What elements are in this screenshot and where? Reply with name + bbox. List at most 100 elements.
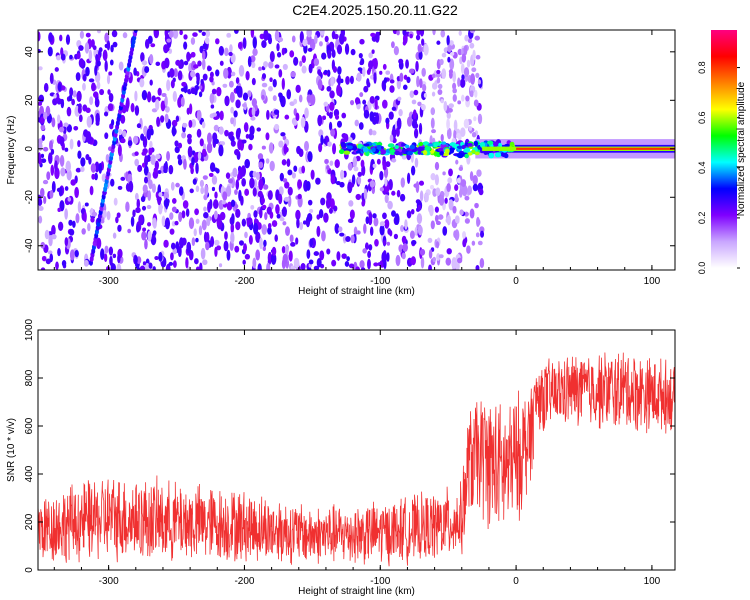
heatmap-cell (194, 208, 199, 216)
heatmap-cell (212, 199, 219, 210)
heatmap-cell (149, 140, 153, 149)
heatmap-cell (373, 262, 379, 267)
snr-x-tick-label: 100 (644, 576, 661, 587)
heatmap-cell (263, 184, 269, 190)
heatmap-cell (172, 90, 177, 102)
heatmap-cell (398, 58, 404, 64)
heatmap-cell (423, 43, 429, 56)
heatmap-cell (216, 86, 222, 97)
heatmap-cell (174, 146, 180, 154)
heatmap-cell (287, 186, 293, 196)
heatmap-cell (386, 252, 390, 262)
heatmap-cell (327, 141, 332, 147)
heatmap-cell (58, 186, 63, 197)
snr-y-tick-label: 600 (24, 417, 35, 434)
heatmap-cell (57, 247, 61, 257)
heatmap-cell (358, 122, 364, 130)
heatmap-cell (175, 182, 180, 188)
heatmap-cell (153, 30, 160, 39)
heatmap-cell (263, 239, 267, 247)
heatmap-cell (287, 169, 293, 176)
heatmap-cell (233, 110, 238, 118)
heatmap-cell (382, 212, 387, 220)
heatmap-cell (295, 112, 300, 122)
heatmap-cell (77, 201, 82, 214)
heatmap-cell (369, 111, 375, 122)
heatmap-cell (464, 218, 470, 224)
heatmap-cell (302, 38, 308, 47)
heatmap-cell (231, 213, 235, 225)
heatmap-cell (461, 53, 467, 63)
heatmap-cell (241, 177, 247, 187)
heatmap-cell (43, 82, 49, 93)
heatmap-cell (160, 100, 166, 112)
heatmap-cell (478, 184, 484, 190)
heatmap-cell (226, 249, 231, 261)
heatmap-cell (205, 241, 210, 251)
heatmap-cell (446, 183, 451, 193)
heatmap-cell (326, 69, 331, 77)
heatmap-cell (399, 193, 406, 202)
snr-y-tick-label: 1000 (24, 318, 35, 341)
heatmap-cell (203, 211, 209, 219)
heatmap-cell (235, 208, 241, 218)
heatmap-cell (235, 85, 240, 94)
heatmap-cell (230, 117, 234, 125)
heatmap-cell (210, 236, 215, 248)
heatmap-cell (53, 93, 57, 99)
heatmap-cell (446, 112, 451, 119)
heatmap-cell (389, 134, 394, 143)
heatmap-cell (183, 41, 188, 50)
heatmap-cell (274, 123, 280, 131)
heatmap-cell (202, 43, 208, 50)
heatmap-cell (382, 240, 387, 246)
heatmap-cell (320, 134, 324, 146)
heatmap-cell (110, 178, 115, 187)
heatmap-cell (317, 69, 322, 76)
heatmap-cell (323, 101, 329, 107)
heatmap-cell (235, 179, 240, 190)
heatmap-cell (440, 98, 444, 104)
heatmap-cell (289, 50, 295, 58)
heatmap-cell (105, 153, 110, 163)
snr-axes: -300 -200 -100 0 10002004006008001000Height … (6, 318, 676, 597)
heatmap-cell (296, 217, 300, 229)
heatmap-cell (434, 206, 439, 213)
heatmap-cell (278, 69, 283, 78)
heatmap-cell (281, 206, 287, 218)
heatmap-cell (147, 171, 152, 181)
heatmap-cell (139, 265, 146, 270)
heatmap-cell (201, 219, 207, 231)
heatmap-cell (145, 262, 150, 270)
heatmap-cell (79, 30, 85, 39)
heatmap-cell (164, 30, 169, 38)
heatmap-cell (418, 122, 423, 135)
heatmap-cell (91, 173, 96, 180)
heatmap-cell (80, 157, 86, 167)
heatmap-cell (336, 44, 343, 55)
heatmap-cell (63, 122, 69, 128)
heatmap-cell (104, 132, 109, 140)
heatmap-cell (194, 258, 199, 265)
heatmap-cell (307, 151, 313, 163)
heatmap-cell (244, 231, 248, 239)
snr-x-tick-label: -300 (99, 576, 119, 587)
heatmap-cell (316, 225, 321, 238)
heatmap-cell (125, 201, 130, 213)
heatmap-cell (202, 175, 208, 180)
heatmap-cell (164, 106, 170, 113)
heatmap-cell (181, 81, 187, 87)
heatmap-cell (306, 213, 313, 222)
heatmap-cell (223, 240, 229, 252)
heatmap-cell (134, 158, 140, 167)
heatmap-cell (446, 118, 450, 130)
heatmap-cell (278, 193, 283, 205)
heatmap-cell (252, 257, 257, 269)
heatmap-cell (411, 119, 418, 129)
heatmap-cell (436, 77, 441, 84)
heatmap-cell (150, 43, 156, 48)
heatmap-cell (453, 129, 457, 141)
heatmap-cell (281, 47, 285, 56)
heatmap-cell (329, 160, 334, 166)
heatmap-cell (248, 132, 255, 141)
